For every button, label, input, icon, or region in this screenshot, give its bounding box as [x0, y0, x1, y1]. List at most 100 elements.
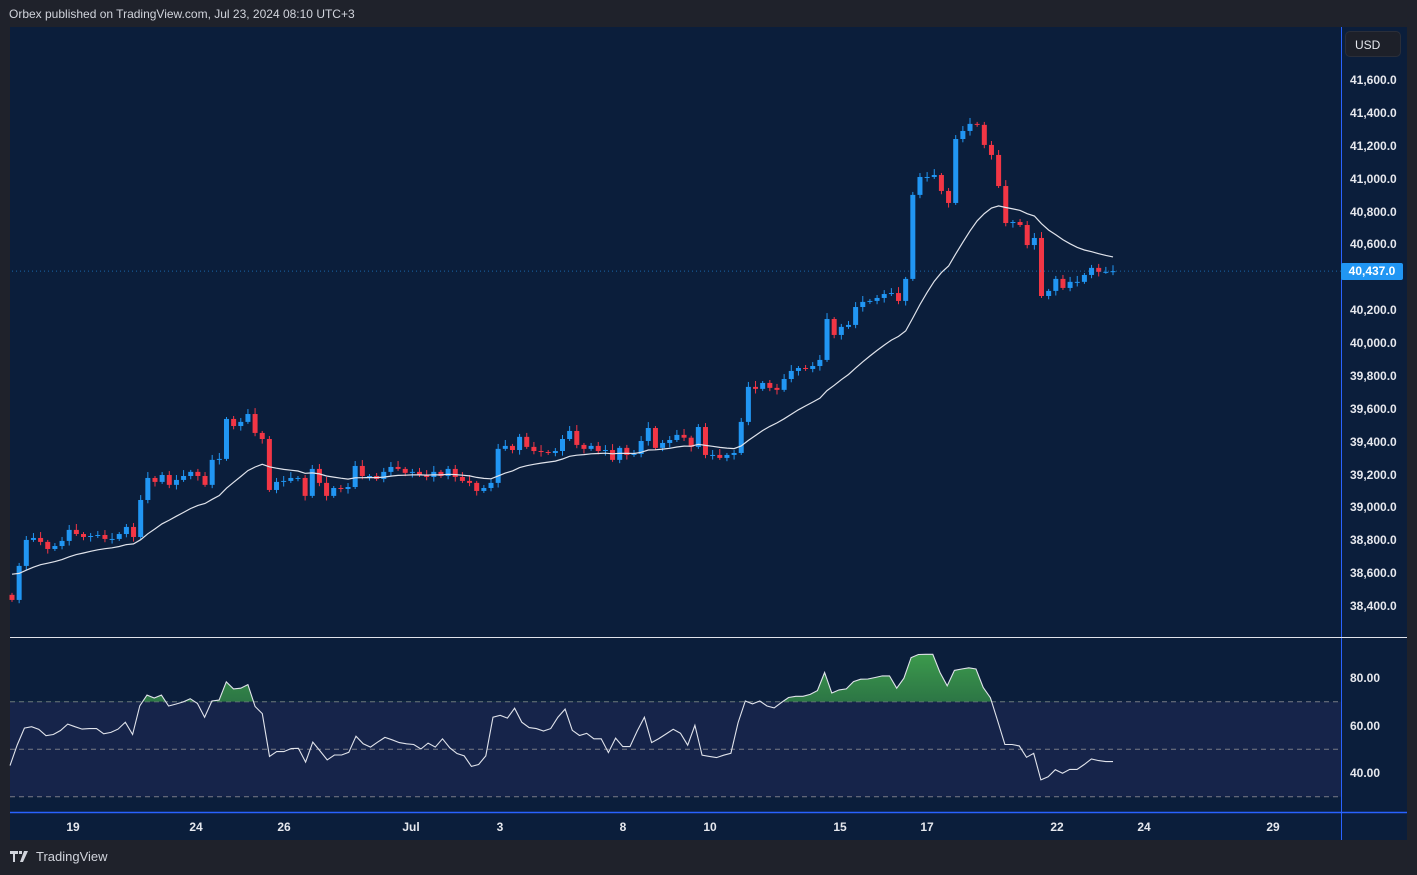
candle-body: [395, 466, 401, 469]
candle-body: [45, 541, 51, 549]
price-tick-label: 40,200.0: [1350, 303, 1397, 318]
candle-body: [88, 535, 94, 537]
price-tick-label: 40,600.0: [1350, 237, 1397, 252]
current-price-label: 40,437.0: [1341, 263, 1403, 280]
candle-body: [123, 526, 129, 535]
candle-body: [324, 482, 330, 496]
candle-body: [724, 454, 730, 458]
rsi-tick-label: 60.00: [1350, 718, 1381, 733]
candle-body: [760, 382, 766, 389]
candle-body: [59, 540, 65, 547]
candle-body: [30, 537, 36, 540]
candle-body: [388, 466, 394, 472]
candle-body: [467, 480, 473, 483]
currency-button[interactable]: USD: [1345, 31, 1401, 57]
candle-body: [1046, 290, 1052, 296]
candle-body: [938, 175, 944, 191]
candle-body: [424, 475, 430, 477]
candle-body: [1074, 281, 1080, 283]
candle-body: [581, 444, 587, 449]
candle-body: [803, 367, 809, 369]
candle-body: [688, 437, 694, 447]
candle-body: [166, 475, 172, 485]
candle-body: [1031, 237, 1037, 246]
candle-body: [152, 477, 158, 482]
candle-body: [738, 421, 744, 453]
time-tick-label: 26: [277, 820, 291, 834]
rsi-tick-label: 40.00: [1350, 766, 1381, 780]
candle-body: [338, 487, 344, 489]
time-tick-label: 10: [703, 820, 717, 834]
candle-body: [1039, 237, 1045, 296]
candle-body: [209, 459, 215, 485]
candle-body: [438, 471, 444, 476]
candle-body: [1103, 271, 1109, 273]
candle-body: [181, 475, 187, 480]
candle-body: [173, 479, 179, 485]
candle-body: [9, 594, 15, 600]
candle-body: [681, 434, 687, 438]
candle-body: [252, 414, 258, 433]
candle-body: [867, 300, 873, 302]
candle-body: [417, 471, 423, 476]
candle-body: [309, 468, 315, 496]
candle-body: [845, 324, 851, 327]
candle-body: [996, 154, 1002, 187]
candle-body: [452, 468, 458, 477]
candle-body: [231, 418, 237, 427]
candle-body: [953, 139, 959, 203]
candle-body: [245, 414, 251, 422]
candle-body: [595, 445, 601, 452]
candle-body: [917, 176, 923, 195]
candle-body: [545, 451, 551, 453]
candle-body: [710, 454, 716, 456]
candle-body: [1003, 186, 1009, 224]
candle-body: [903, 278, 909, 301]
candle-body: [95, 535, 101, 537]
time-tick-label: 22: [1050, 820, 1064, 834]
candle-body: [731, 452, 737, 455]
candle-body: [567, 430, 573, 440]
candle-body: [753, 386, 759, 389]
rsi-tick-label: 80.00: [1350, 671, 1381, 685]
candle-body: [1024, 224, 1030, 246]
candle-body: [931, 175, 937, 177]
candle-body: [1053, 278, 1059, 291]
candle-body: [102, 535, 108, 539]
tradingview-logo[interactable]: TradingView: [10, 849, 108, 864]
time-tick-label: 3: [496, 820, 504, 834]
candle-body: [131, 526, 137, 537]
moving-average-line: [11, 205, 1114, 575]
candle-body: [288, 477, 294, 481]
candle-body: [745, 386, 751, 422]
price-tick-label: 39,400.0: [1350, 434, 1397, 449]
candle-body: [624, 447, 630, 455]
candle-body: [610, 450, 616, 460]
candle-body: [223, 418, 229, 459]
time-tick-label: Jul: [402, 820, 420, 834]
candle-body: [316, 468, 322, 483]
candle-body: [781, 379, 787, 390]
candle-body: [352, 465, 358, 488]
candle-body: [574, 430, 580, 445]
candle-body: [138, 499, 144, 537]
candle-body: [538, 451, 544, 453]
candle-body: [860, 301, 866, 308]
candle-body: [874, 297, 880, 301]
candle-body: [366, 475, 372, 477]
candle-body: [109, 538, 115, 540]
candle-body: [888, 293, 894, 295]
candle-body: [238, 421, 244, 427]
candle-body: [838, 326, 844, 335]
candle-body: [488, 482, 494, 488]
candle-body: [195, 471, 201, 476]
price-tick-label: 41,000.0: [1350, 171, 1397, 186]
candle-body: [774, 387, 780, 390]
candle-body: [560, 439, 565, 452]
price-tick-label: 38,400.0: [1350, 599, 1397, 614]
price-tick-label: 41,200.0: [1350, 138, 1397, 153]
candle-body: [652, 427, 658, 448]
price-tick-label: 40,800.0: [1350, 204, 1397, 219]
candle-body: [695, 427, 701, 447]
